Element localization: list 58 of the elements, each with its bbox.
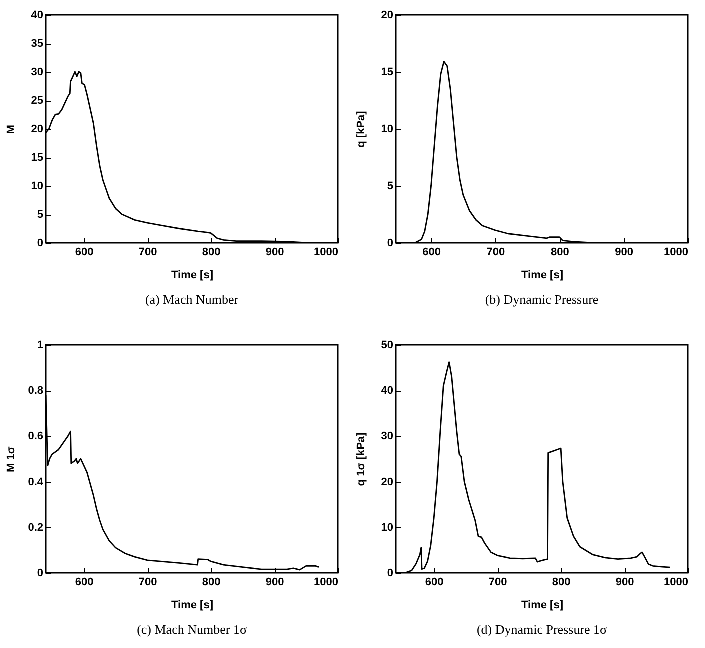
x-axis-title: Time [s] [172, 600, 214, 612]
y-tick-label: 0 [387, 568, 394, 580]
y-tick-label: 25 [31, 95, 44, 107]
y-axis-title: M [6, 124, 18, 134]
y-tick-label: 35 [31, 38, 44, 50]
x-axis-title: Time [s] [172, 270, 214, 282]
y-tick-label: 5 [387, 180, 394, 192]
y-tick-label: 15 [381, 66, 394, 78]
x-tick-label: 700 [488, 576, 508, 588]
x-tick-label: 600 [75, 576, 94, 588]
text: (c) Mach Number 1σ [137, 622, 247, 637]
y-axis-title: q 1σ [kPa] [356, 432, 368, 486]
text: (b) Dynamic Pressure [485, 292, 599, 307]
y-tick-label: 0.8 [28, 385, 44, 398]
y-tick-label: 50 [381, 340, 394, 352]
y-tick-label: 20 [31, 124, 44, 136]
y-tick-label: 40 [381, 385, 394, 398]
x-tick-label: 600 [75, 246, 94, 258]
y-tick-label: 10 [381, 522, 394, 534]
x-tick-label: 1000 [314, 246, 338, 258]
y-axis-title: M 1σ [6, 446, 18, 472]
y-tick-label: 0.4 [28, 476, 44, 488]
x-tick-label: 1000 [664, 246, 688, 258]
y-tick-label: 0 [387, 238, 394, 250]
x-axis-title: Time [s] [522, 270, 564, 282]
x-tick-label: 800 [202, 576, 221, 588]
x-tick-label: 900 [616, 576, 634, 588]
text: (d) Dynamic Pressure 1σ [476, 622, 608, 637]
y-tick-label: 0.2 [28, 522, 44, 534]
y-tick-label: 0.6 [28, 430, 44, 443]
x-tick-label: 600 [425, 576, 444, 588]
x-axis-title: Time [s] [522, 600, 564, 612]
x-tick-label: 900 [615, 246, 634, 258]
x-tick-label: 800 [202, 246, 221, 258]
x-tick-label: 1000 [314, 576, 338, 588]
y-tick-label: 10 [381, 124, 394, 136]
y-tick-label: 30 [31, 66, 44, 78]
y-tick-label: 0 [37, 238, 44, 250]
y-tick-label: 10 [31, 180, 44, 192]
x-tick-label: 700 [138, 576, 158, 588]
y-tick-label: 1 [37, 340, 44, 352]
x-tick-label: 600 [422, 246, 441, 258]
y-tick-label: 0 [37, 568, 44, 580]
y-tick-label: 40 [31, 10, 44, 22]
x-tick-label: 800 [552, 576, 571, 588]
x-tick-label: 800 [550, 246, 570, 258]
y-tick-label: 15 [31, 152, 44, 164]
y-axis-title: q [kPa] [356, 110, 368, 148]
y-tick-label: 5 [37, 209, 44, 221]
x-tick-label: 1000 [664, 576, 688, 588]
text: (a) Mach Number [145, 292, 240, 307]
x-tick-label: 700 [486, 246, 506, 258]
x-tick-label: 700 [138, 246, 158, 258]
y-tick-label: 30 [381, 430, 394, 443]
y-tick-label: 20 [381, 10, 394, 22]
x-tick-label: 900 [266, 246, 284, 258]
x-tick-label: 900 [266, 576, 284, 588]
y-tick-label: 20 [381, 476, 394, 488]
